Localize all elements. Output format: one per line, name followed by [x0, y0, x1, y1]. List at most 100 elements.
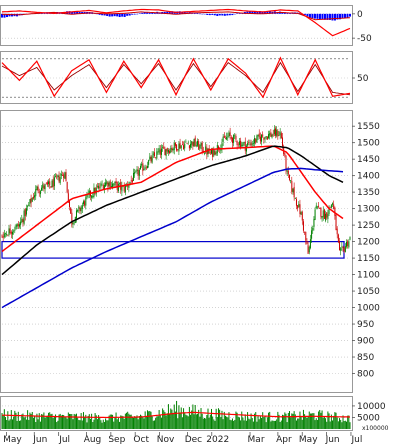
volume-bar: [88, 414, 90, 429]
histogram-bar: [328, 13, 331, 20]
candle-body: [214, 150, 216, 155]
volume-bar: [280, 420, 282, 429]
volume-bar: [172, 412, 174, 429]
candle-body: [251, 143, 253, 145]
candle-body: [13, 230, 15, 232]
candle-body: [306, 241, 308, 245]
volume-bar: [276, 419, 278, 429]
x-tick-label: Jun: [325, 435, 340, 445]
volume-bar: [73, 413, 75, 429]
histogram-bar: [326, 13, 329, 20]
candle-body: [286, 170, 288, 172]
histogram-bar: [206, 13, 209, 15]
candle-body: [347, 241, 349, 247]
volume-bar: [149, 410, 151, 429]
volume-bar: [29, 412, 31, 429]
volume-bar: [305, 416, 307, 429]
volume-bar: [322, 417, 324, 429]
candle-body: [348, 241, 350, 248]
candle-body: [249, 143, 251, 145]
candle-body: [39, 191, 41, 195]
candle-body: [209, 152, 211, 154]
volume-bar: [241, 411, 243, 429]
volume-bar: [233, 420, 235, 429]
volume-bar: [6, 419, 8, 429]
volume-bar: [205, 418, 207, 429]
candle-body: [60, 174, 62, 176]
candle-body: [163, 146, 165, 149]
histogram-bar: [146, 12, 149, 14]
volume-bar: [142, 417, 144, 429]
histogram-bar: [198, 13, 201, 15]
volume-bar: [298, 418, 300, 429]
histogram-bar: [81, 12, 84, 14]
candle-body: [270, 132, 272, 137]
histogram-bar: [316, 13, 319, 19]
y-tick-label: 1400: [357, 172, 380, 182]
volume-bar: [123, 418, 125, 429]
volume-bar: [105, 418, 107, 429]
volume-bar: [244, 414, 246, 429]
volume-bar: [15, 412, 17, 429]
volume-bar: [58, 414, 60, 429]
candle-body: [258, 133, 260, 137]
candle-body: [339, 241, 341, 251]
volume-bar: [44, 417, 46, 429]
volume-bar: [301, 419, 303, 429]
candle-body: [16, 223, 18, 227]
volume-bar: [342, 415, 344, 429]
candle-body: [187, 143, 189, 145]
volume-bar: [264, 415, 266, 429]
volume-bar: [263, 417, 265, 429]
candle-body: [65, 172, 67, 182]
histogram-bar: [256, 11, 259, 14]
volume-bar: [53, 416, 55, 429]
volume-bar: [17, 411, 19, 429]
volume-bar: [57, 420, 59, 429]
volume-bar: [152, 420, 154, 429]
volume-bar: [327, 411, 329, 429]
volume-bar: [93, 419, 95, 429]
candle-body: [192, 141, 194, 147]
candle-body: [58, 175, 60, 182]
candle-body: [73, 222, 75, 224]
candle-body: [171, 147, 173, 150]
candle-body: [200, 143, 202, 146]
candle-body: [179, 143, 181, 149]
candle-body: [255, 138, 257, 143]
volume-bar: [162, 408, 164, 429]
volume-bar: [129, 414, 131, 429]
candle-body: [20, 221, 22, 225]
volume-bar: [330, 414, 332, 429]
candle-body: [92, 195, 94, 198]
volume-bar: [231, 418, 233, 429]
candle-body: [8, 228, 10, 235]
candle-body: [141, 163, 143, 166]
volume-bar: [173, 404, 175, 429]
candle-body: [301, 211, 303, 221]
candle-body: [231, 137, 233, 143]
histogram-bar: [141, 12, 144, 14]
candle-body: [31, 198, 33, 202]
y-tick-label: 1050: [357, 287, 380, 297]
candle-body: [9, 228, 11, 234]
price-panel-frame: [0, 110, 353, 393]
volume-bar: [323, 416, 325, 429]
candle-body: [227, 135, 229, 137]
candle-body: [130, 180, 132, 181]
candle-body: [195, 145, 197, 147]
candle-body: [302, 221, 304, 231]
candle-body: [329, 206, 331, 208]
histogram-bar: [251, 11, 254, 14]
volume-bar: [290, 417, 292, 429]
candle-body: [37, 186, 39, 192]
volume-bar: [212, 416, 214, 429]
y-tick-label: 1500: [357, 139, 380, 149]
volume-bar: [165, 415, 167, 429]
candle-body: [340, 248, 342, 251]
volume-bar: [63, 415, 65, 429]
candle-body: [94, 187, 96, 194]
x-tick-label: Nov: [157, 435, 175, 445]
volume-bar: [286, 422, 288, 429]
histogram-bar: [286, 12, 289, 14]
